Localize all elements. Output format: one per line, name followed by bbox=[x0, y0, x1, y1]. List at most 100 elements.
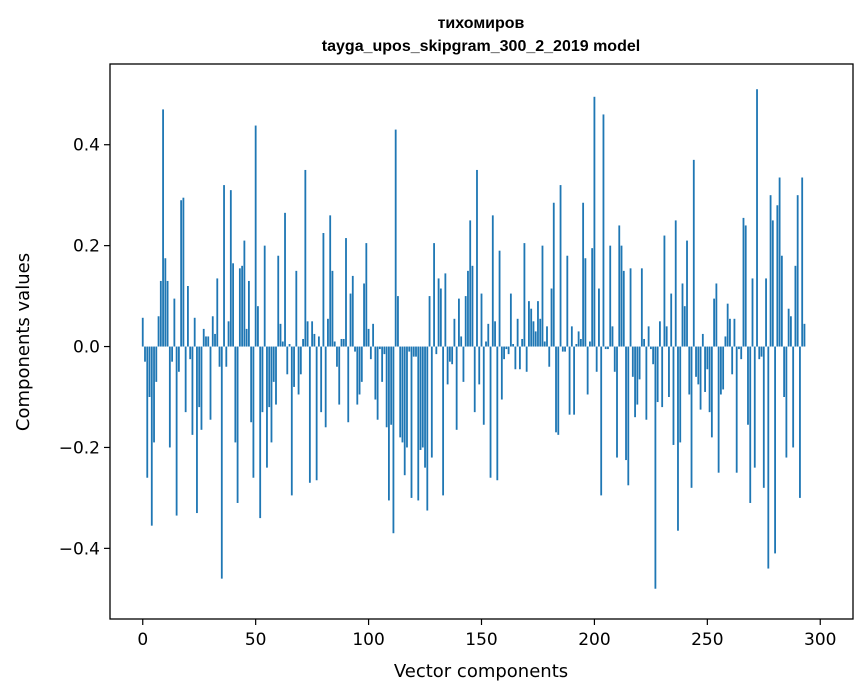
bar-3 bbox=[148, 346, 151, 397]
bar-25 bbox=[198, 346, 201, 408]
bar-199 bbox=[591, 248, 594, 347]
bar-177 bbox=[541, 245, 544, 347]
bar-30 bbox=[209, 346, 212, 420]
x-tick-label: 250 bbox=[691, 630, 723, 650]
bar-121 bbox=[415, 346, 417, 357]
bar-59 bbox=[275, 346, 277, 405]
bar-119 bbox=[410, 346, 413, 498]
bar-78 bbox=[317, 336, 320, 347]
bar-91 bbox=[347, 346, 350, 423]
bar-6 bbox=[155, 346, 158, 382]
bar-110 bbox=[390, 346, 393, 425]
bar-162 bbox=[507, 346, 510, 355]
bar-268 bbox=[747, 346, 749, 425]
bar-174 bbox=[534, 331, 537, 347]
bar-133 bbox=[442, 346, 445, 496]
bar-9 bbox=[162, 109, 164, 347]
bar-196 bbox=[584, 258, 587, 347]
bar-122 bbox=[417, 346, 420, 501]
bar-242 bbox=[688, 346, 691, 395]
bar-246 bbox=[697, 346, 700, 385]
bar-166 bbox=[516, 318, 519, 347]
bar-145 bbox=[469, 220, 472, 347]
x-tick-label: 150 bbox=[465, 630, 497, 650]
bar-75 bbox=[311, 321, 314, 347]
bar-35 bbox=[220, 346, 223, 579]
bar-240 bbox=[683, 306, 686, 347]
bar-77 bbox=[315, 346, 318, 481]
bar-226 bbox=[652, 346, 655, 365]
bar-81 bbox=[324, 346, 327, 428]
bar-195 bbox=[582, 202, 585, 347]
bar-282 bbox=[778, 177, 781, 347]
bar-87 bbox=[338, 346, 341, 405]
bar-69 bbox=[297, 346, 300, 395]
bar-156 bbox=[494, 321, 496, 347]
bar-62 bbox=[281, 341, 284, 347]
bar-105 bbox=[378, 346, 381, 350]
bar-116 bbox=[403, 346, 406, 476]
y-axis-label: Components values bbox=[13, 253, 34, 431]
bar-203 bbox=[600, 346, 603, 496]
bar-184 bbox=[557, 346, 560, 435]
bar-103 bbox=[374, 346, 377, 400]
bar-20 bbox=[187, 286, 189, 347]
bar-142 bbox=[462, 346, 465, 382]
bar-198 bbox=[589, 341, 591, 347]
bar-135 bbox=[446, 346, 449, 385]
bar-41 bbox=[234, 346, 237, 443]
bar-13 bbox=[171, 346, 174, 362]
bar-179 bbox=[546, 326, 548, 347]
bar-44 bbox=[241, 265, 244, 347]
bar-183 bbox=[555, 346, 557, 433]
y-tick-label: −0.4 bbox=[59, 539, 100, 559]
bar-254 bbox=[715, 283, 718, 347]
bar-165 bbox=[514, 346, 517, 370]
bar-58 bbox=[272, 346, 275, 382]
x-tick-label: 0 bbox=[137, 630, 148, 650]
bar-40 bbox=[232, 263, 234, 347]
bar-291 bbox=[799, 346, 801, 498]
bar-270 bbox=[751, 278, 754, 347]
bar-7 bbox=[157, 316, 160, 347]
bar-117 bbox=[406, 346, 408, 448]
bar-288 bbox=[792, 346, 795, 448]
bar-279 bbox=[771, 220, 774, 347]
bar-222 bbox=[643, 338, 646, 347]
bar-33 bbox=[216, 278, 219, 347]
bar-5 bbox=[153, 346, 155, 443]
bar-34 bbox=[218, 346, 221, 367]
bar-276 bbox=[765, 278, 767, 347]
bar-225 bbox=[649, 346, 652, 350]
bar-118 bbox=[408, 346, 411, 352]
bar-65 bbox=[288, 344, 291, 347]
bar-229 bbox=[659, 321, 661, 347]
bar-188 bbox=[566, 255, 569, 347]
bar-168 bbox=[521, 338, 524, 347]
bar-12 bbox=[168, 346, 171, 448]
bar-148 bbox=[476, 169, 478, 347]
bar-263 bbox=[735, 346, 738, 473]
bar-109 bbox=[388, 346, 390, 501]
bar-19 bbox=[184, 346, 187, 413]
bar-26 bbox=[200, 346, 203, 430]
bar-70 bbox=[299, 346, 302, 375]
bar-140 bbox=[458, 298, 460, 347]
bar-290 bbox=[796, 195, 799, 347]
bar-63 bbox=[284, 212, 286, 347]
bar-57 bbox=[270, 346, 273, 443]
bar-11 bbox=[166, 280, 169, 347]
bar-206 bbox=[607, 346, 609, 350]
bar-201 bbox=[595, 346, 598, 372]
bar-83 bbox=[329, 215, 332, 347]
bar-49 bbox=[252, 346, 255, 478]
bar-186 bbox=[561, 346, 564, 352]
bar-287 bbox=[789, 316, 792, 347]
bar-181 bbox=[550, 288, 553, 347]
bar-220 bbox=[638, 346, 641, 380]
bar-85 bbox=[333, 341, 336, 347]
bar-73 bbox=[306, 321, 309, 347]
bar-212 bbox=[620, 245, 623, 347]
bar-154 bbox=[489, 346, 492, 478]
bar-61 bbox=[279, 323, 282, 347]
